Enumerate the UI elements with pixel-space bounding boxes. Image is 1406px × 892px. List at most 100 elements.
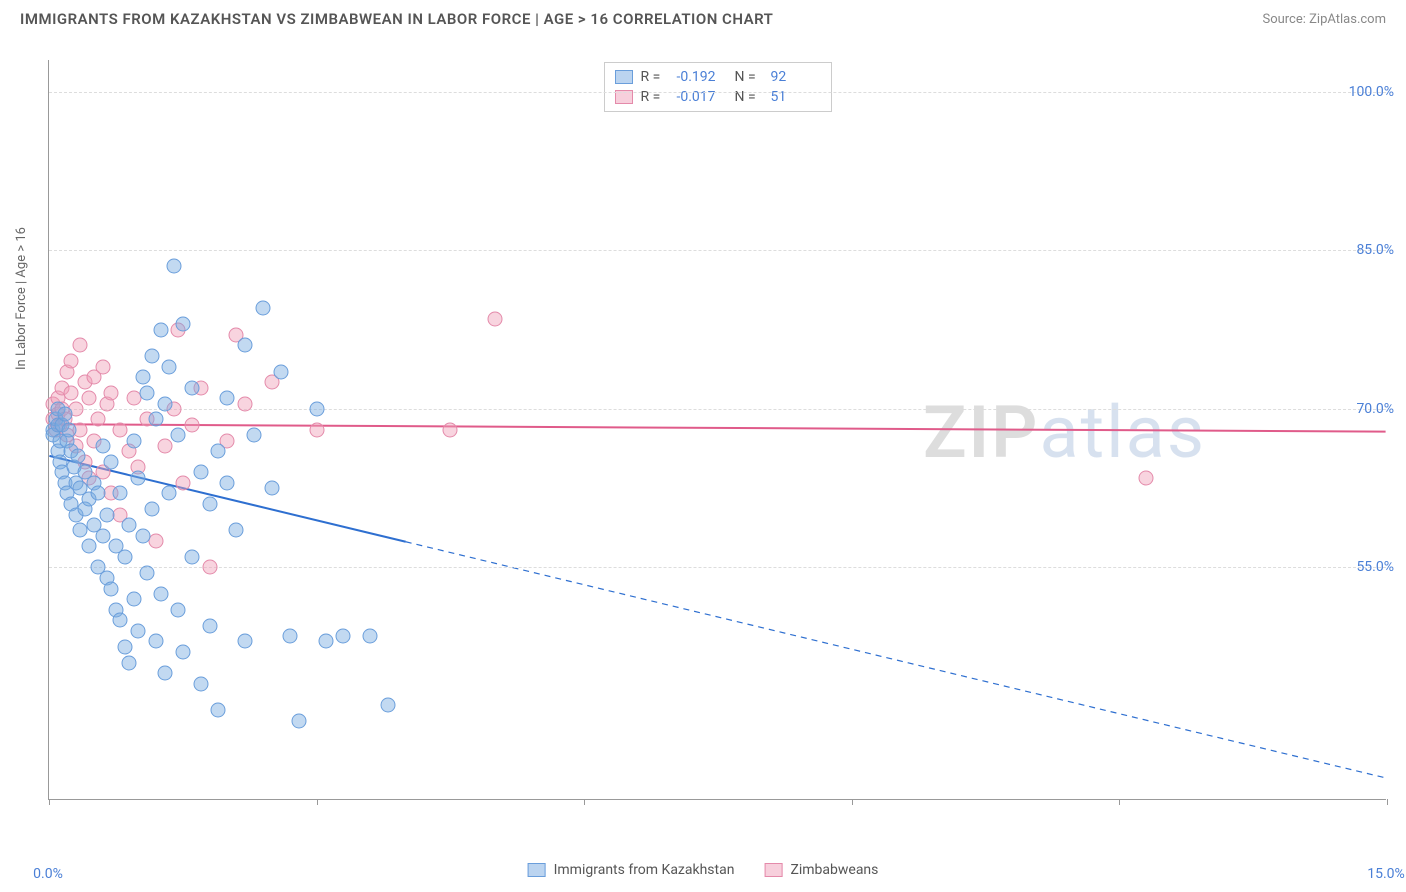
source-label: Source: ZipAtlas.com bbox=[1262, 12, 1386, 27]
watermark: ZIPatlas bbox=[923, 390, 1206, 475]
r-value: -0.192 bbox=[677, 69, 727, 85]
scatter-point bbox=[140, 565, 155, 580]
scatter-point bbox=[166, 259, 181, 274]
legend-item-zimbabwe: Zimbabweans bbox=[764, 862, 878, 878]
scatter-point bbox=[153, 586, 168, 601]
scatter-point bbox=[117, 639, 132, 654]
scatter-point bbox=[135, 370, 150, 385]
watermark-part2: atlas bbox=[1039, 390, 1206, 475]
y-tick-label: 70.0% bbox=[1356, 401, 1394, 417]
y-tick-label: 85.0% bbox=[1356, 242, 1394, 258]
scatter-point bbox=[104, 454, 119, 469]
scatter-point bbox=[162, 486, 177, 501]
scatter-point bbox=[247, 428, 262, 443]
scatter-point bbox=[282, 629, 297, 644]
chart-title: IMMIGRANTS FROM KAZAKHSTAN VS ZIMBABWEAN… bbox=[20, 10, 773, 28]
scatter-point bbox=[238, 338, 253, 353]
source-link[interactable]: ZipAtlas.com bbox=[1309, 12, 1386, 27]
scatter-point bbox=[238, 634, 253, 649]
y-tick-label: 100.0% bbox=[1349, 84, 1394, 100]
scatter-point bbox=[184, 549, 199, 564]
scatter-point bbox=[318, 634, 333, 649]
legend-row-zimbabwe: R = -0.017 N = 51 bbox=[615, 87, 821, 107]
x-tick-label: 0.0% bbox=[33, 866, 63, 882]
scatter-point bbox=[131, 623, 146, 638]
scatter-point bbox=[91, 412, 106, 427]
scatter-point bbox=[380, 697, 395, 712]
scatter-point bbox=[113, 486, 128, 501]
n-value: 92 bbox=[771, 69, 821, 85]
scatter-point bbox=[140, 386, 155, 401]
source-prefix: Source: bbox=[1262, 12, 1309, 27]
scatter-point bbox=[309, 401, 324, 416]
scatter-point bbox=[82, 539, 97, 554]
y-tick-label: 55.0% bbox=[1356, 559, 1394, 575]
x-tick bbox=[49, 799, 50, 805]
scatter-point bbox=[113, 613, 128, 628]
scatter-point bbox=[175, 645, 190, 660]
scatter-point bbox=[149, 534, 164, 549]
n-label: N = bbox=[735, 69, 763, 85]
scatter-point bbox=[95, 438, 110, 453]
scatter-point bbox=[64, 354, 79, 369]
legend-series: Immigrants from Kazakhstan Zimbabweans bbox=[528, 862, 879, 878]
scatter-point bbox=[104, 386, 119, 401]
scatter-point bbox=[202, 560, 217, 575]
scatter-point bbox=[135, 528, 150, 543]
legend-item-kazakhstan: Immigrants from Kazakhstan bbox=[528, 862, 735, 878]
swatch-blue-icon bbox=[528, 863, 546, 877]
scatter-point bbox=[64, 386, 79, 401]
scatter-point bbox=[82, 391, 97, 406]
legend-correlation: R = -0.192 N = 92 R = -0.017 N = 51 bbox=[604, 62, 832, 112]
scatter-point bbox=[220, 475, 235, 490]
scatter-point bbox=[95, 359, 110, 374]
scatter-point bbox=[73, 338, 88, 353]
scatter-point bbox=[202, 497, 217, 512]
legend-label: Zimbabweans bbox=[790, 862, 878, 878]
scatter-point bbox=[126, 592, 141, 607]
scatter-point bbox=[144, 349, 159, 364]
scatter-point bbox=[99, 507, 114, 522]
scatter-point bbox=[309, 423, 324, 438]
scatter-point bbox=[95, 528, 110, 543]
scatter-point bbox=[256, 301, 271, 316]
scatter-point bbox=[162, 359, 177, 374]
scatter-point bbox=[149, 634, 164, 649]
scatter-point bbox=[175, 475, 190, 490]
swatch-pink-icon bbox=[764, 863, 782, 877]
scatter-point bbox=[171, 428, 186, 443]
scatter-point bbox=[157, 396, 172, 411]
scatter-point bbox=[291, 713, 306, 728]
scatter-point bbox=[193, 676, 208, 691]
scatter-point bbox=[104, 581, 119, 596]
scatter-point bbox=[273, 364, 288, 379]
x-tick bbox=[1387, 799, 1388, 805]
plot-area: ZIPatlas R = -0.192 N = 92 R = -0.017 N … bbox=[48, 60, 1386, 800]
x-tick bbox=[584, 799, 585, 805]
swatch-blue-icon bbox=[615, 70, 633, 84]
legend-label: Immigrants from Kazakhstan bbox=[554, 862, 735, 878]
scatter-point bbox=[238, 396, 253, 411]
scatter-point bbox=[443, 423, 458, 438]
scatter-point bbox=[184, 380, 199, 395]
scatter-point bbox=[229, 523, 244, 538]
scatter-point bbox=[91, 486, 106, 501]
legend-row-kazakhstan: R = -0.192 N = 92 bbox=[615, 67, 821, 87]
scatter-point bbox=[184, 417, 199, 432]
scatter-point bbox=[131, 470, 146, 485]
scatter-point bbox=[157, 438, 172, 453]
scatter-point bbox=[113, 423, 128, 438]
scatter-point bbox=[171, 602, 186, 617]
scatter-point bbox=[265, 481, 280, 496]
y-axis-label: In Labor Force | Age > 16 bbox=[14, 227, 29, 370]
scatter-point bbox=[175, 317, 190, 332]
scatter-point bbox=[211, 703, 226, 718]
scatter-point bbox=[193, 465, 208, 480]
scatter-point bbox=[58, 407, 73, 422]
scatter-point bbox=[336, 629, 351, 644]
watermark-part1: ZIP bbox=[923, 390, 1039, 475]
scatter-point bbox=[211, 444, 226, 459]
scatter-point bbox=[149, 412, 164, 427]
scatter-point bbox=[117, 549, 132, 564]
scatter-point bbox=[70, 449, 85, 464]
